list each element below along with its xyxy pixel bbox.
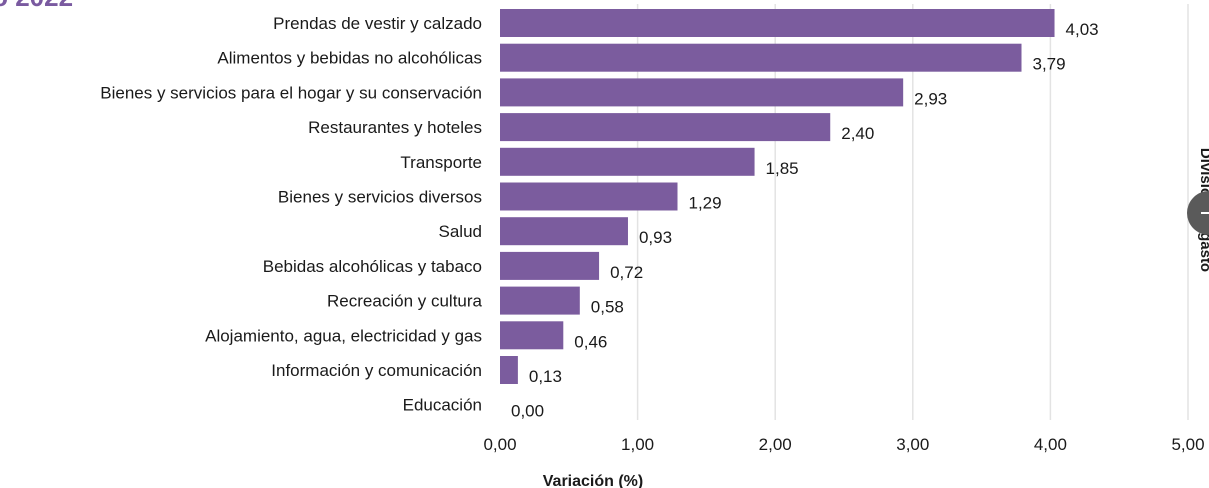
bars bbox=[500, 9, 1055, 384]
value-label: 1,85 bbox=[766, 159, 799, 178]
x-tick-labels: 0,00 1,00 2,00 3,00 4,00 5,00 bbox=[483, 435, 1204, 454]
category-label: Transporte bbox=[400, 153, 482, 172]
value-label: 0,93 bbox=[639, 228, 672, 247]
x-tick-label: 0,00 bbox=[483, 435, 516, 454]
category-label: Información y comunicación bbox=[271, 361, 482, 380]
x-tick-label: 1,00 bbox=[621, 435, 654, 454]
x-tick-label: 5,00 bbox=[1171, 435, 1204, 454]
bar bbox=[500, 78, 904, 107]
value-label: 0,58 bbox=[591, 298, 624, 317]
value-label: 2,40 bbox=[841, 124, 874, 143]
category-labels: Prendas de vestir y calzado Alimentos y b… bbox=[100, 14, 482, 415]
category-label: Alojamiento, agua, electricidad y gas bbox=[205, 326, 482, 345]
bar bbox=[500, 43, 1022, 72]
value-label: 0,00 bbox=[511, 402, 544, 421]
category-label: Bienes y servicios para el hogar y su co… bbox=[100, 83, 482, 102]
value-label: 4,03 bbox=[1066, 20, 1099, 39]
value-label: 2,93 bbox=[914, 89, 947, 108]
x-tick-label: 2,00 bbox=[759, 435, 792, 454]
chart-title: ro 2022 bbox=[0, 0, 73, 12]
bar bbox=[500, 113, 831, 142]
value-label: 0,13 bbox=[529, 367, 562, 386]
value-label: 0,46 bbox=[574, 332, 607, 351]
category-label: Restaurantes y hoteles bbox=[308, 118, 482, 137]
value-label: 1,29 bbox=[689, 194, 722, 213]
bar bbox=[500, 217, 628, 246]
category-label: Bienes y servicios diversos bbox=[278, 188, 482, 207]
category-label: Prendas de vestir y calzado bbox=[273, 14, 482, 33]
handle-circle[interactable] bbox=[1187, 191, 1209, 235]
category-label: Recreación y cultura bbox=[327, 292, 483, 311]
bar bbox=[500, 286, 580, 315]
category-label: Salud bbox=[439, 222, 482, 241]
x-tick-label: 3,00 bbox=[896, 435, 929, 454]
bar bbox=[500, 251, 600, 280]
bar bbox=[500, 9, 1055, 37]
category-label: Bebidas alcohólicas y tabaco bbox=[263, 257, 482, 276]
x-tick-label: 4,00 bbox=[1034, 435, 1067, 454]
value-labels: 4,033,79 2,93 2,40 1,85 1,29 0,93 0,72 0,58 0,46… bbox=[511, 20, 1099, 421]
bar bbox=[500, 182, 678, 211]
bar bbox=[500, 147, 755, 176]
value-label: 0,72 bbox=[610, 263, 643, 282]
category-label: Alimentos y bebidas no alcohólicas bbox=[217, 49, 482, 68]
collapse-handle[interactable] bbox=[1187, 191, 1209, 235]
category-label: Educación bbox=[403, 396, 482, 415]
value-label: 3,79 bbox=[1033, 55, 1066, 74]
bar bbox=[500, 356, 518, 384]
bar bbox=[500, 321, 564, 350]
x-axis-title: Variación (%) bbox=[543, 473, 643, 488]
